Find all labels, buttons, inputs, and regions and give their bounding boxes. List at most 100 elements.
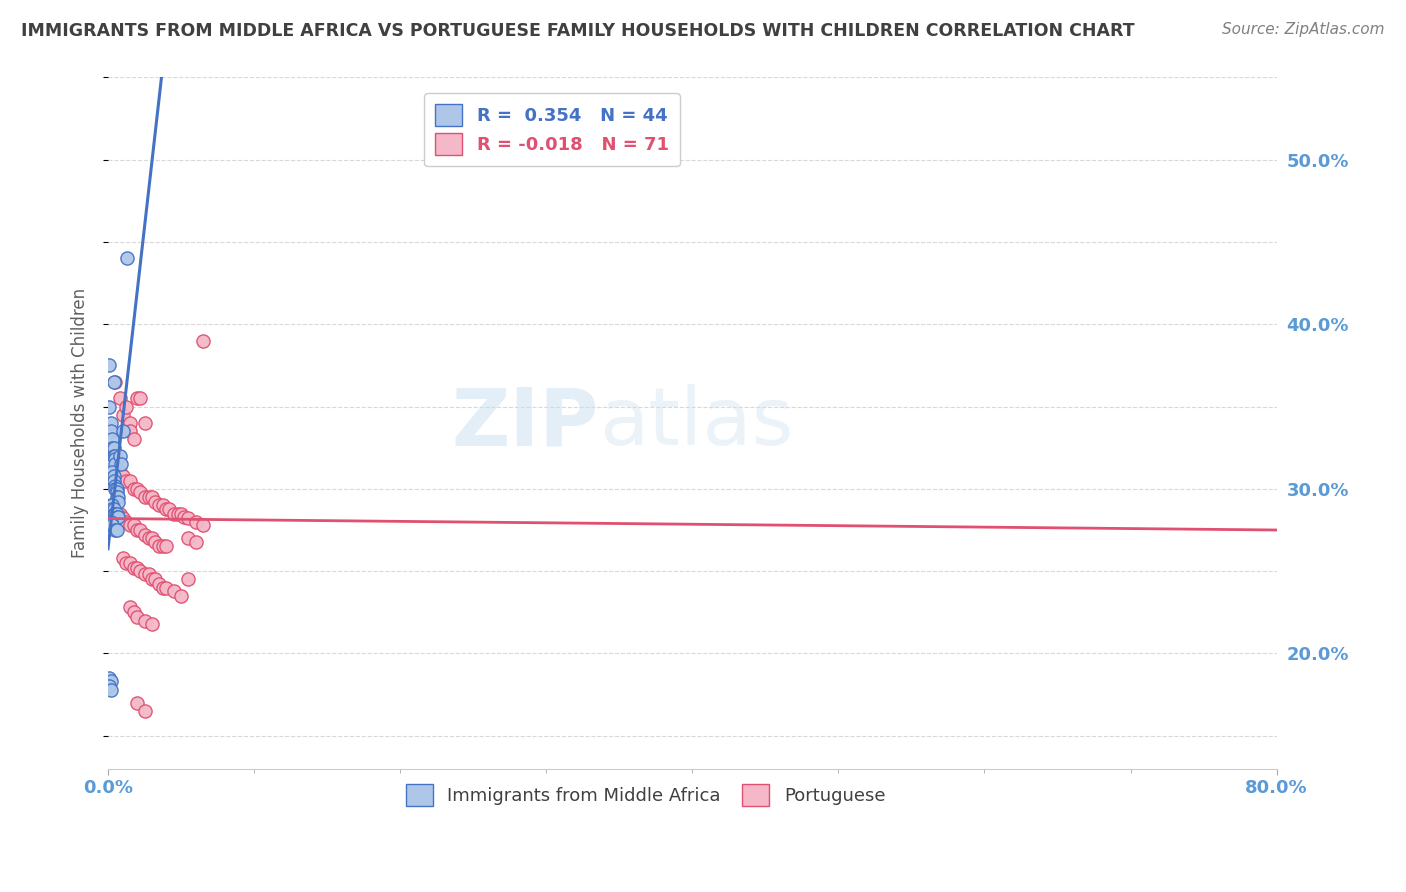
- Point: [101, 499, 124, 513]
- Point: [103, 441, 125, 455]
- Point: [104, 449, 127, 463]
- Point: [141, 616, 163, 631]
- Point: [101, 518, 124, 533]
- Legend: Immigrants from Middle Africa, Portuguese: Immigrants from Middle Africa, Portugues…: [396, 775, 894, 815]
- Point: [105, 523, 128, 537]
- Point: [110, 457, 132, 471]
- Point: [98, 515, 121, 529]
- Point: [191, 334, 214, 348]
- Point: [127, 610, 149, 624]
- Point: [124, 482, 146, 496]
- Point: [148, 499, 170, 513]
- Point: [105, 482, 128, 496]
- Point: [134, 567, 156, 582]
- Point: [100, 674, 122, 689]
- Point: [100, 682, 122, 697]
- Point: [184, 515, 207, 529]
- Point: [104, 457, 127, 471]
- Point: [114, 400, 136, 414]
- Point: [124, 605, 146, 619]
- Point: [105, 507, 128, 521]
- Point: [141, 573, 163, 587]
- Point: [98, 679, 121, 693]
- Point: [173, 509, 195, 524]
- Point: [108, 392, 131, 406]
- Point: [98, 359, 121, 373]
- Point: [100, 416, 122, 430]
- Point: [138, 490, 160, 504]
- Point: [127, 696, 149, 710]
- Y-axis label: Family Households with Children: Family Households with Children: [72, 288, 89, 558]
- Point: [148, 577, 170, 591]
- Point: [104, 523, 127, 537]
- Point: [148, 540, 170, 554]
- Point: [100, 424, 122, 438]
- Point: [118, 600, 141, 615]
- Point: [163, 583, 186, 598]
- Point: [105, 509, 128, 524]
- Point: [129, 523, 152, 537]
- Point: [177, 511, 200, 525]
- Point: [104, 375, 127, 389]
- Point: [101, 441, 124, 455]
- Point: [155, 540, 177, 554]
- Point: [155, 581, 177, 595]
- Point: [143, 534, 166, 549]
- Point: [177, 573, 200, 587]
- Point: [104, 478, 127, 492]
- Point: [167, 507, 190, 521]
- Point: [111, 408, 134, 422]
- Point: [143, 495, 166, 509]
- Point: [115, 252, 138, 266]
- Point: [111, 424, 134, 438]
- Point: [103, 501, 125, 516]
- Point: [134, 528, 156, 542]
- Point: [108, 466, 131, 480]
- Point: [134, 490, 156, 504]
- Point: [152, 581, 174, 595]
- Point: [103, 507, 125, 521]
- Point: [127, 561, 149, 575]
- Point: [127, 523, 149, 537]
- Point: [104, 507, 127, 521]
- Point: [138, 567, 160, 582]
- Point: [108, 449, 131, 463]
- Point: [155, 501, 177, 516]
- Point: [100, 499, 122, 513]
- Point: [101, 433, 124, 447]
- Point: [134, 614, 156, 628]
- Point: [118, 518, 141, 533]
- Point: [103, 375, 125, 389]
- Point: [124, 561, 146, 575]
- Point: [100, 515, 122, 529]
- Point: [103, 468, 125, 483]
- Point: [104, 452, 127, 467]
- Point: [111, 551, 134, 566]
- Point: [118, 424, 141, 438]
- Point: [129, 564, 152, 578]
- Point: [118, 416, 141, 430]
- Point: [104, 482, 127, 496]
- Point: [101, 466, 124, 480]
- Point: [141, 531, 163, 545]
- Point: [114, 474, 136, 488]
- Text: IMMIGRANTS FROM MIDDLE AFRICA VS PORTUGUESE FAMILY HOUSEHOLDS WITH CHILDREN CORR: IMMIGRANTS FROM MIDDLE AFRICA VS PORTUGU…: [21, 22, 1135, 40]
- Text: ZIP: ZIP: [451, 384, 599, 462]
- Point: [118, 556, 141, 570]
- Point: [191, 518, 214, 533]
- Text: atlas: atlas: [599, 384, 793, 462]
- Point: [111, 511, 134, 525]
- Point: [177, 531, 200, 545]
- Point: [127, 482, 149, 496]
- Point: [138, 531, 160, 545]
- Point: [107, 490, 129, 504]
- Point: [170, 589, 193, 603]
- Point: [98, 671, 121, 685]
- Point: [98, 400, 121, 414]
- Point: [107, 495, 129, 509]
- Point: [107, 509, 129, 524]
- Text: Source: ZipAtlas.com: Source: ZipAtlas.com: [1222, 22, 1385, 37]
- Point: [141, 490, 163, 504]
- Point: [163, 507, 186, 521]
- Point: [101, 501, 124, 516]
